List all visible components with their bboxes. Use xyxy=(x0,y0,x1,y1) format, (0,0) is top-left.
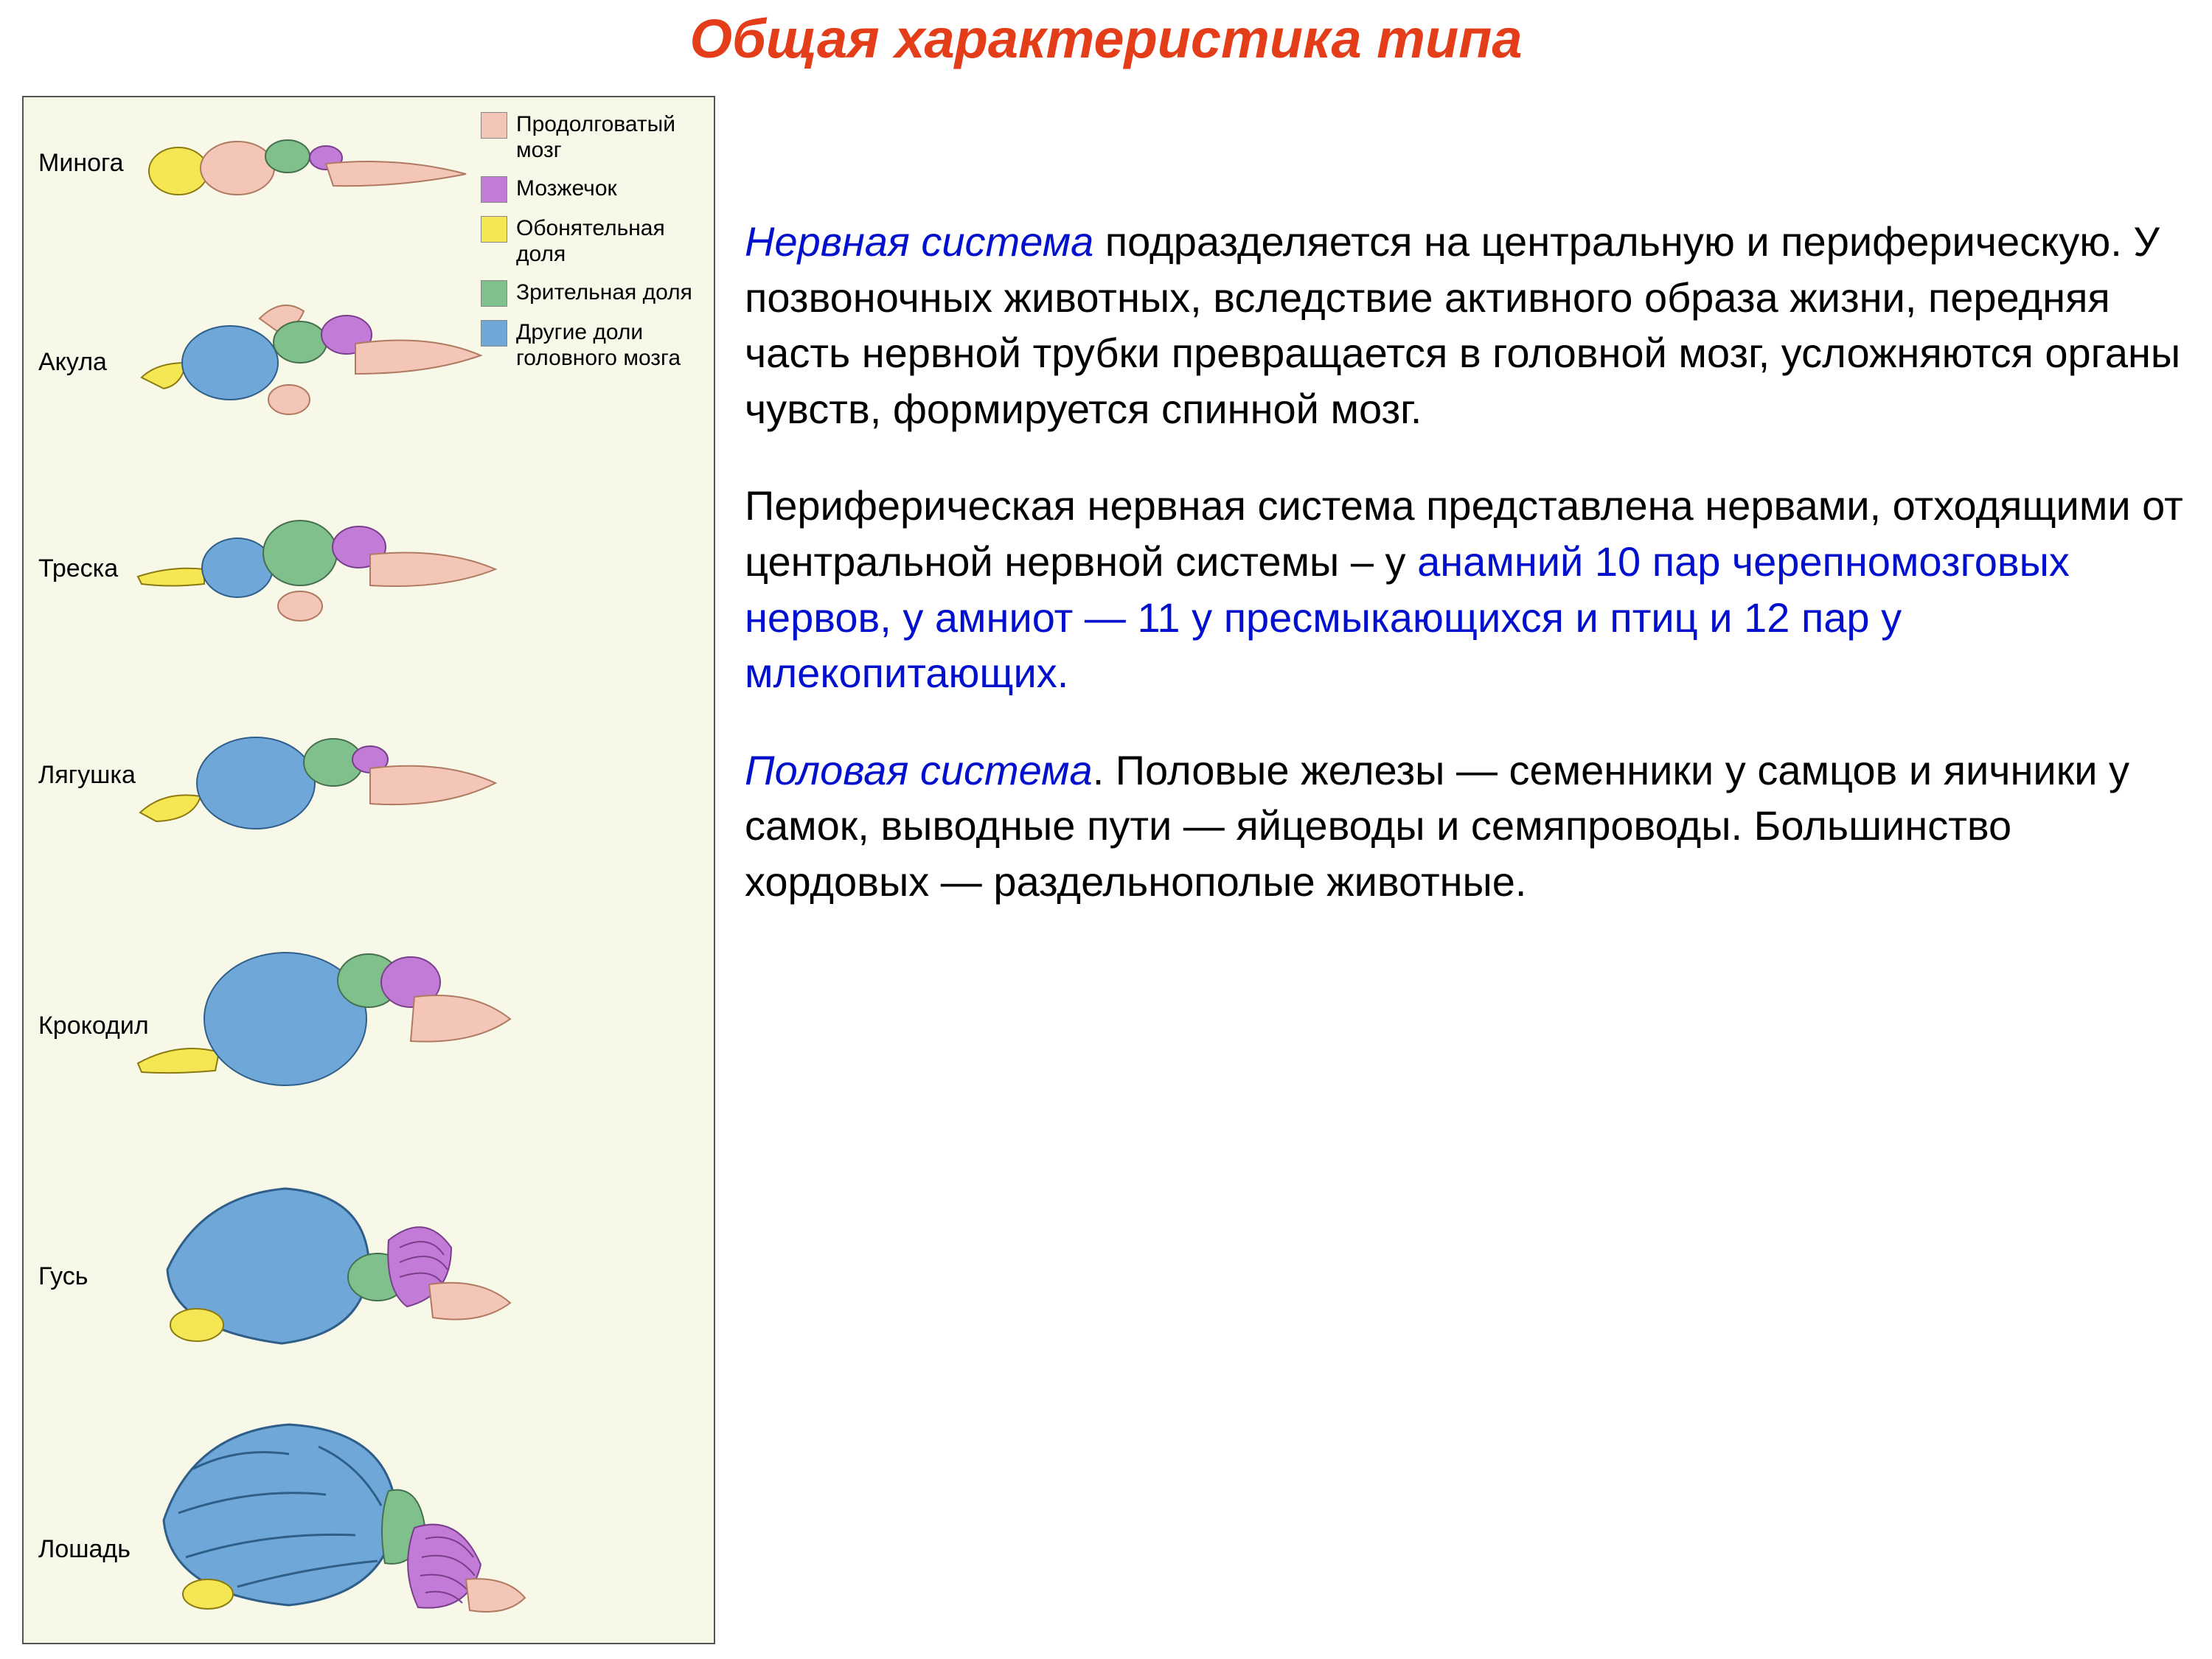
animal-label: Треска xyxy=(38,554,118,583)
animal-row-minoga: Минога xyxy=(24,105,714,237)
animal-label: Лошадь xyxy=(38,1535,131,1564)
page-title: Общая характеристика типа xyxy=(0,7,2212,70)
animal-row-akula: Акула xyxy=(24,274,714,459)
brain-krokodil-svg xyxy=(134,916,518,1122)
brain-lyagushka-svg xyxy=(134,702,503,864)
paragraph-nervous-system: Нервная система подразделяется на центра… xyxy=(745,214,2190,437)
lead-term: Половая система xyxy=(745,747,1093,793)
animal-row-krokodil: Крокодил xyxy=(24,901,714,1122)
brain-diagram-panel: Продолговатый мозг Мозжечок Обонятельная… xyxy=(22,96,715,1644)
lead-term: Нервная система xyxy=(745,218,1093,265)
brain-minoga-svg xyxy=(134,119,473,223)
animal-row-lyagushka: Лягушка xyxy=(24,687,714,872)
brain-gus-svg xyxy=(134,1159,518,1373)
animal-row-loshad: Лошадь xyxy=(24,1388,714,1631)
animal-label: Крокодил xyxy=(38,1012,149,1040)
brain-treska-svg xyxy=(134,495,503,643)
brain-akula-svg xyxy=(134,289,488,437)
animal-label: Лягушка xyxy=(38,761,136,790)
animal-row-gus: Гусь xyxy=(24,1144,714,1366)
paragraph-peripheral: Периферическая нервная система представл… xyxy=(745,478,2190,700)
animal-label: Акула xyxy=(38,348,107,377)
body-text: Нервная система подразделяется на центра… xyxy=(745,214,2190,951)
animal-row-treska: Треска xyxy=(24,481,714,665)
brain-loshad-svg xyxy=(134,1402,532,1638)
animal-label: Минога xyxy=(38,149,124,178)
animal-label: Гусь xyxy=(38,1262,88,1291)
paragraph-reproductive: Половая система. Половые железы — семенн… xyxy=(745,742,2190,910)
